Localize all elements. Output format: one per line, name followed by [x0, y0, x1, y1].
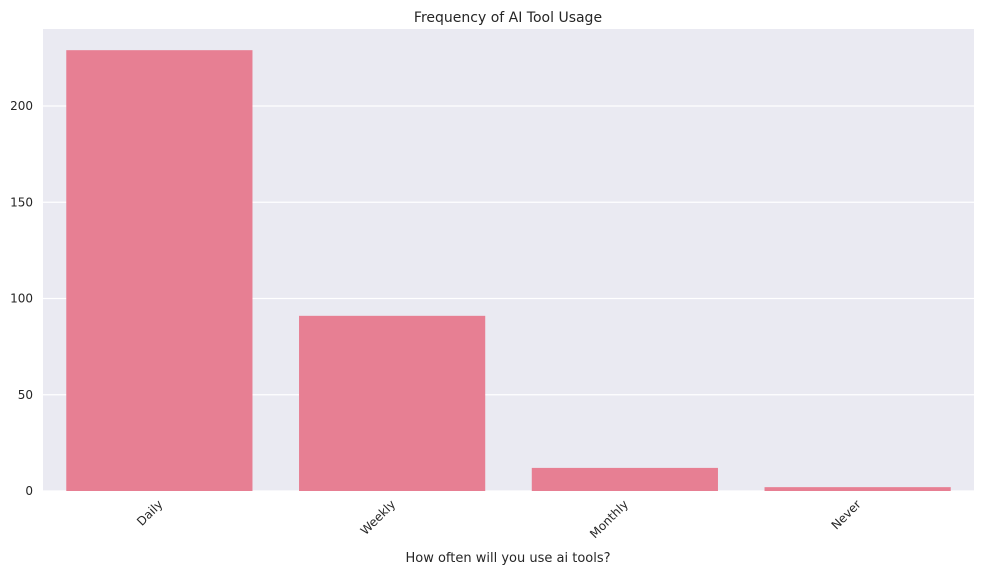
- y-tick-label: 200: [10, 99, 33, 113]
- x-axis-label: How often will you use ai tools?: [405, 551, 610, 566]
- y-tick-label: 50: [18, 388, 33, 402]
- x-tick-label: Monthly: [587, 497, 631, 541]
- chart-title: Frequency of AI Tool Usage: [414, 10, 602, 26]
- x-tick-label: Daily: [134, 497, 165, 528]
- x-tick-label: Weekly: [358, 497, 399, 538]
- bars: [66, 50, 951, 492]
- y-tick-label: 0: [25, 484, 33, 498]
- y-tick-label: 150: [10, 195, 33, 209]
- y-tick-label: 100: [10, 292, 33, 306]
- x-tick-labels: Daily Weekly Monthly Never: [134, 497, 864, 541]
- bar-monthly: [531, 467, 718, 491]
- bar-never: [764, 487, 951, 491]
- bar-weekly: [299, 315, 486, 491]
- y-tick-labels: 0 50 100 150 200: [10, 99, 33, 498]
- x-tick-label: Never: [829, 497, 864, 532]
- bar-daily: [66, 50, 253, 492]
